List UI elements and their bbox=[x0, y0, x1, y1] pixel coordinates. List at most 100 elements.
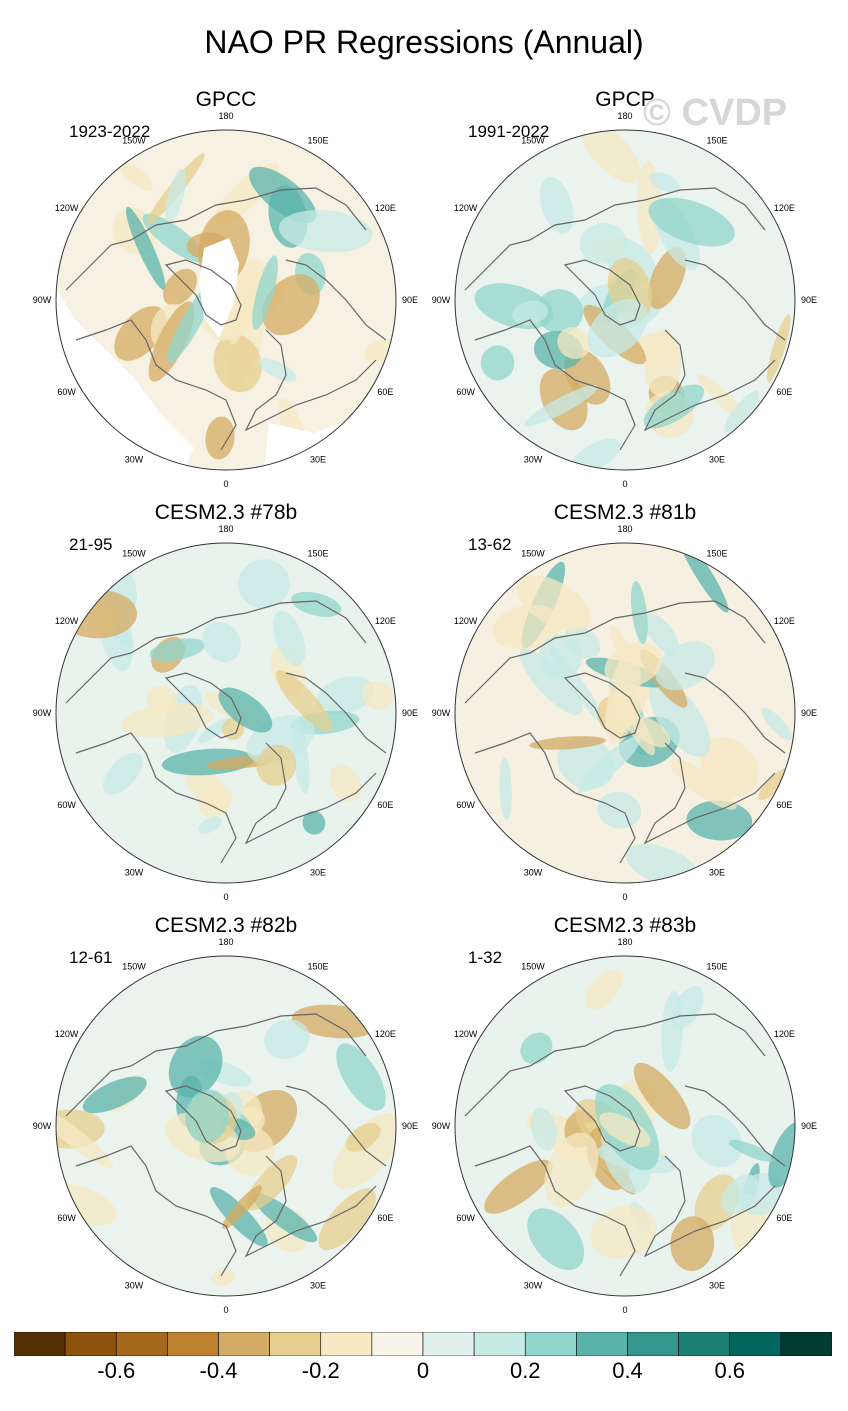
anomaly-patch bbox=[649, 680, 711, 757]
anomaly-patch bbox=[529, 736, 606, 750]
anomaly-patch bbox=[670, 1216, 715, 1272]
colorbar-tick-label: -0.6 bbox=[97, 1358, 136, 1383]
anomaly-patch bbox=[766, 314, 791, 383]
longitude-label: 150E bbox=[706, 136, 727, 146]
longitude-label: 180 bbox=[617, 524, 632, 534]
anomaly-patch bbox=[163, 268, 197, 306]
anomaly-patch bbox=[126, 206, 166, 290]
map-boundary bbox=[454, 129, 796, 471]
anomaly-patch bbox=[499, 757, 512, 821]
anomaly-patch bbox=[165, 168, 187, 223]
longitude-label: 30E bbox=[709, 867, 725, 877]
anomaly-patch bbox=[519, 648, 583, 715]
coastlines bbox=[464, 600, 786, 864]
longitude-label: 60W bbox=[57, 1213, 76, 1223]
longitude-label: 90E bbox=[402, 708, 418, 718]
anomaly-patch bbox=[262, 274, 320, 336]
colorbar-tick-label: 0.6 bbox=[714, 1358, 746, 1383]
longitude-label: 60E bbox=[776, 1213, 792, 1223]
anomaly-patch bbox=[721, 1174, 758, 1215]
anomaly-patch bbox=[579, 222, 628, 264]
map-boundary bbox=[454, 955, 796, 1297]
anomaly-patch bbox=[544, 1132, 599, 1208]
anomaly-patch bbox=[516, 575, 592, 631]
colorbar-segment bbox=[218, 1332, 270, 1356]
colorbar-segment bbox=[524, 1332, 577, 1356]
longitude-label: 90W bbox=[432, 1121, 451, 1131]
longitude-label: 0 bbox=[223, 1305, 228, 1315]
longitude-label: 60E bbox=[776, 800, 792, 810]
longitude-label: 150E bbox=[706, 962, 727, 972]
figure-title: NAO PR Regressions (Annual) bbox=[204, 24, 644, 60]
anomaly-patch bbox=[649, 172, 680, 193]
colorbar-segment bbox=[422, 1332, 475, 1356]
anomaly-patch bbox=[118, 160, 153, 191]
anomaly-patch bbox=[146, 685, 178, 715]
longitude-label: 150E bbox=[307, 549, 328, 559]
anomaly-patch bbox=[168, 1035, 223, 1098]
longitude-label: 120E bbox=[774, 203, 795, 213]
longitude-label: 180 bbox=[218, 111, 233, 121]
anomaly-patch bbox=[336, 1043, 386, 1111]
anomaly-patch bbox=[480, 345, 515, 381]
panel-period: 1-32 bbox=[468, 948, 503, 967]
longitude-label: 150W bbox=[521, 136, 545, 146]
anomaly-patch bbox=[630, 581, 648, 644]
panel-period: 13-62 bbox=[468, 535, 512, 554]
longitude-label: 90W bbox=[33, 1121, 52, 1131]
colorbar bbox=[14, 1332, 832, 1356]
longitude-label: 60W bbox=[456, 387, 475, 397]
anomaly-patch bbox=[273, 610, 306, 666]
longitude-label: 90E bbox=[801, 708, 817, 718]
anomaly-patch bbox=[724, 390, 760, 432]
longitude-label: 60W bbox=[456, 1213, 475, 1223]
colorbar-tick-label: 0.4 bbox=[612, 1358, 643, 1383]
map-panel-cesm82b: CESM2.3 #82b 12-61 180 150E 120E 90E 60E 30E 0… bbox=[14, 914, 438, 1326]
longitude-label: 30W bbox=[524, 454, 543, 464]
longitude-label: 150W bbox=[521, 549, 545, 559]
longitude-label: 120W bbox=[454, 203, 478, 213]
coastlines bbox=[464, 187, 786, 451]
coastlines bbox=[65, 1013, 387, 1277]
anomaly-patch bbox=[264, 1019, 310, 1059]
longitude-label: 30E bbox=[310, 454, 326, 464]
anomaly-patch bbox=[691, 1114, 743, 1168]
map-panel-gpcp: GPCP 1991-2022 180 150E 120E 90E 60E 30E 0 30W 6… bbox=[413, 88, 837, 500]
longitude-label: 90E bbox=[801, 295, 817, 305]
anomaly-patch bbox=[484, 1159, 553, 1214]
map-boundary bbox=[454, 542, 796, 884]
anomaly-patch bbox=[329, 764, 362, 803]
longitude-label: 120W bbox=[454, 1029, 478, 1039]
polar-map: 180 150E 120E 90E 60E 30E 0 30W 60W 90W 120W 150W bbox=[33, 111, 418, 489]
panel-period: 21-95 bbox=[69, 535, 113, 554]
polar-map: 180 150E 120E 90E 60E 30E 0 30W 60W 90W 120W 150W bbox=[33, 937, 418, 1315]
longitude-label: 120W bbox=[55, 1029, 79, 1039]
panel-period: 12-61 bbox=[69, 948, 113, 967]
longitude-label: 90E bbox=[402, 1121, 418, 1131]
anomaly-patch bbox=[590, 1205, 657, 1259]
longitude-label: 0 bbox=[223, 892, 228, 902]
anomaly-patch bbox=[252, 1193, 318, 1243]
longitude-label: 90W bbox=[33, 295, 52, 305]
longitude-label: 30W bbox=[524, 1280, 543, 1290]
longitude-label: 0 bbox=[622, 1305, 627, 1315]
colorbar-tick-label: 0.2 bbox=[509, 1358, 541, 1383]
anomaly-patch bbox=[198, 784, 233, 818]
anomaly-patch bbox=[524, 385, 598, 427]
anomaly-patch bbox=[302, 810, 326, 835]
missing-data-region bbox=[199, 238, 239, 338]
colorbar-tick-label: -0.4 bbox=[199, 1358, 238, 1383]
longitude-label: 180 bbox=[218, 937, 233, 947]
anomaly-patch bbox=[645, 613, 680, 656]
anomaly-patch bbox=[213, 334, 262, 393]
panel-title: CESM2.3 #78b bbox=[154, 501, 298, 524]
anomaly-patch bbox=[120, 703, 214, 738]
longitude-label: 150E bbox=[307, 136, 328, 146]
anomaly-patch bbox=[256, 744, 297, 786]
anomaly-patch bbox=[210, 1268, 236, 1287]
longitude-label: 90E bbox=[402, 295, 418, 305]
longitude-label: 120W bbox=[454, 616, 478, 626]
colorbar-segment bbox=[371, 1332, 424, 1356]
colorbar-segment bbox=[678, 1332, 731, 1356]
longitude-label: 30E bbox=[709, 454, 725, 464]
